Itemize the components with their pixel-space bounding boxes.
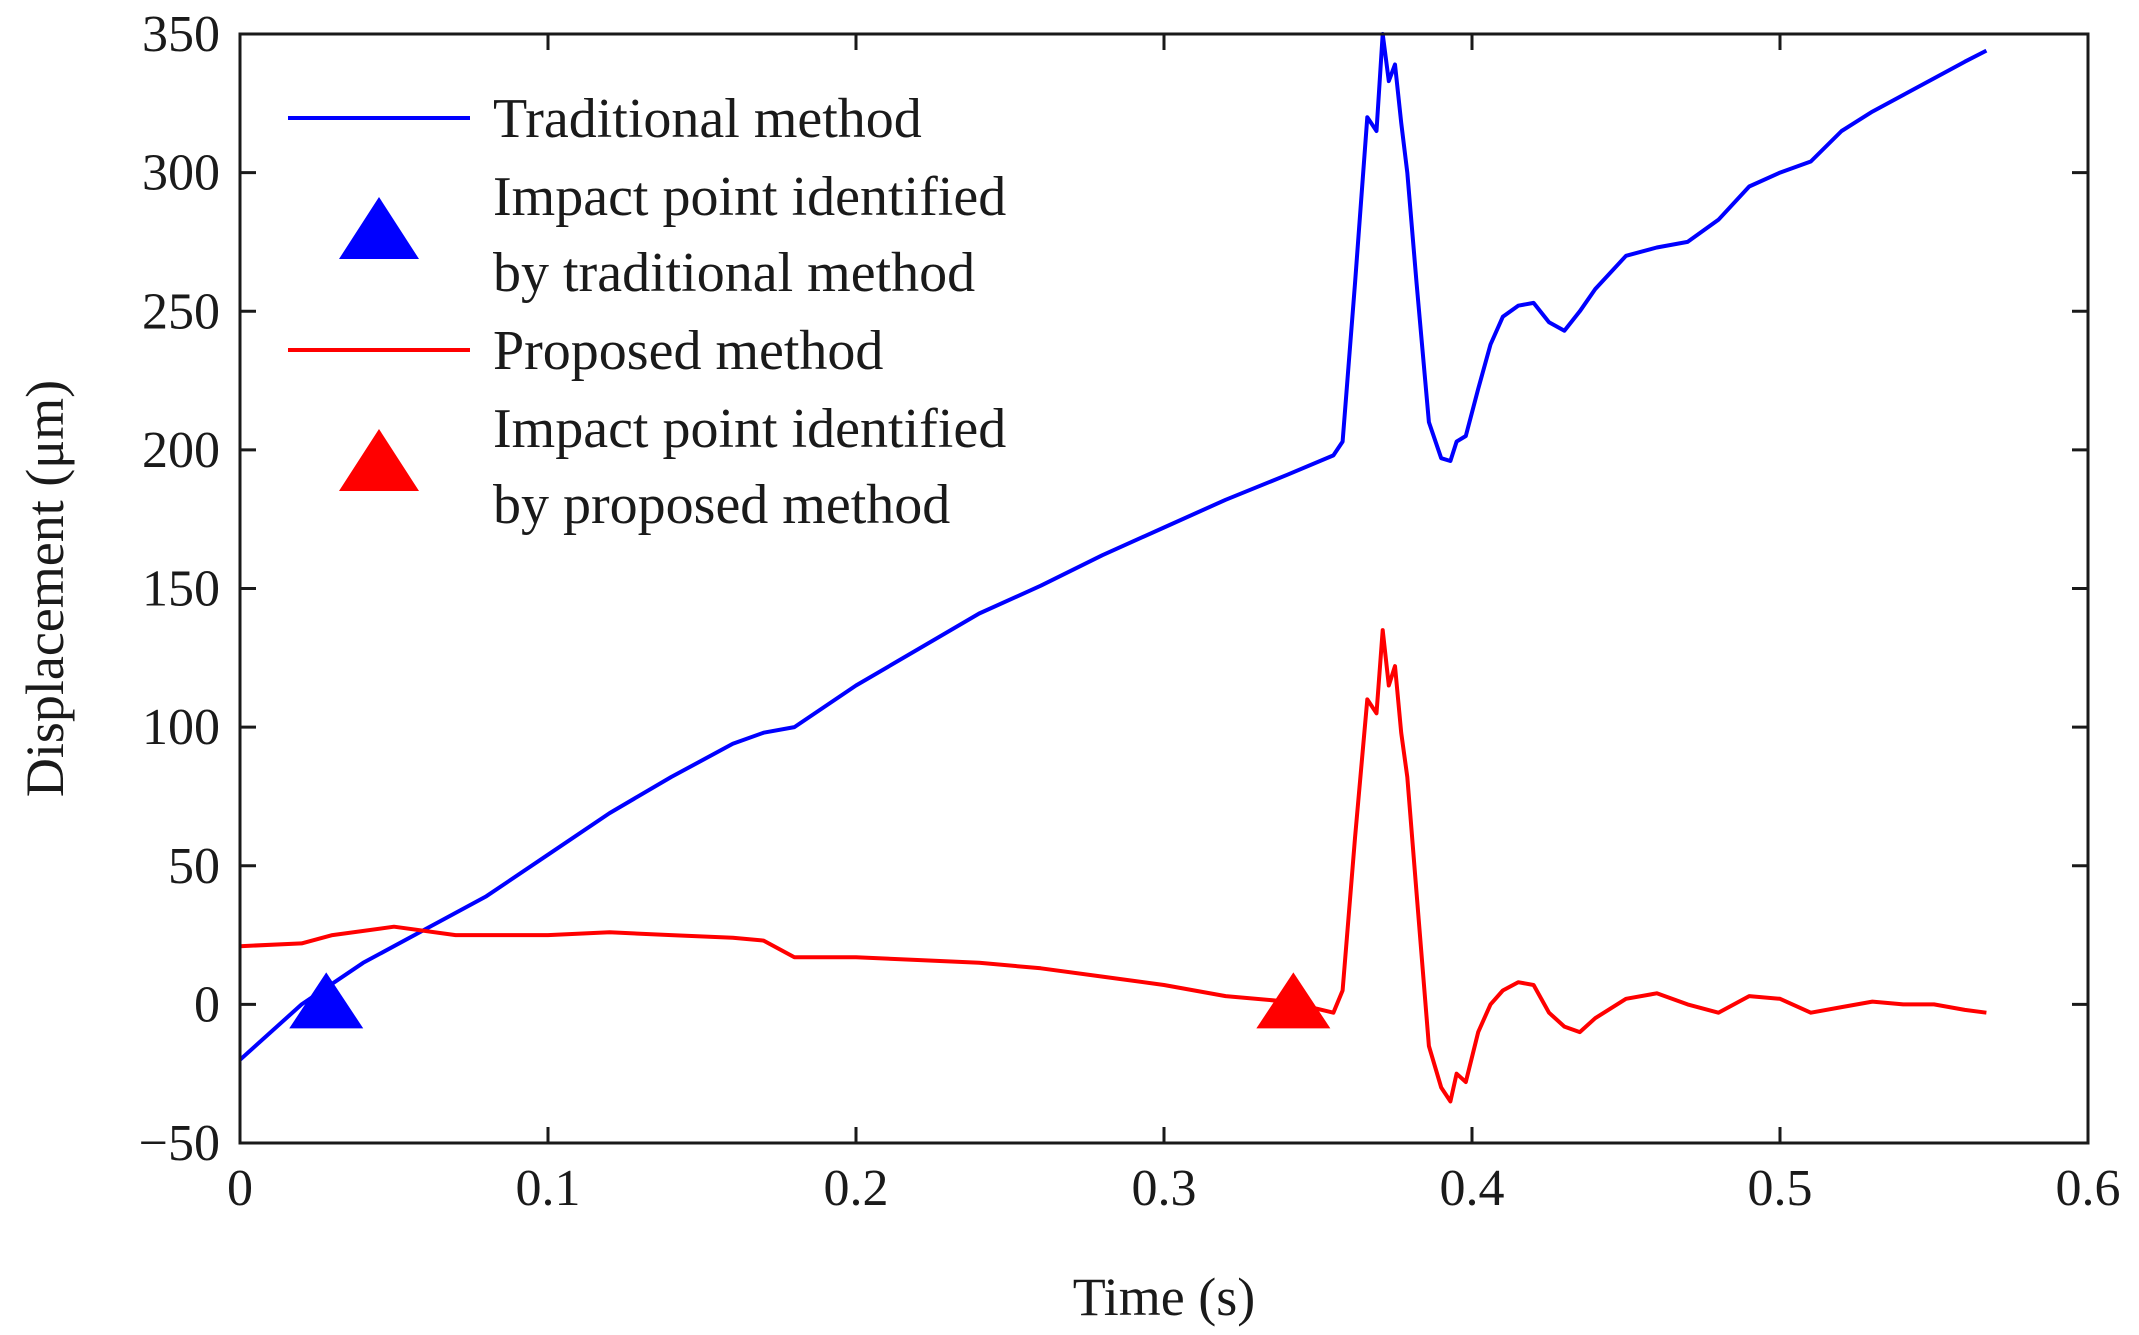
y-tick-label: 50	[168, 838, 220, 895]
legend-label: Traditional method	[493, 88, 922, 150]
x-tick-label: 0.1	[516, 1160, 581, 1217]
legend-triangle-swatch	[339, 429, 419, 491]
y-tick-label: 0	[194, 976, 220, 1033]
legend-label: Impact point identified	[493, 166, 1006, 228]
x-tick-label: 0.5	[1748, 1160, 1813, 1217]
series-line-traditional	[238, 32, 1988, 1062]
x-tick-label: 0.2	[824, 1160, 889, 1217]
legend-label: Impact point identified	[493, 398, 1006, 460]
legend: Traditional method Impact point identifie…	[288, 88, 1006, 536]
legend-label: by proposed method	[493, 474, 950, 536]
x-tick-label: 0	[227, 1160, 253, 1217]
y-tick-label: 200	[142, 422, 220, 479]
impact-marker-proposed	[1256, 972, 1331, 1029]
marker-layer	[289, 972, 1331, 1029]
y-tick-label: 150	[142, 561, 220, 618]
legend-triangle-swatch	[339, 197, 419, 259]
legend-label: Proposed method	[493, 320, 883, 382]
legend-label: by traditional method	[493, 242, 975, 304]
tick-layer: 0 0.1 0.2 0.3 0.4 0.5 0.6−50050100150200250300…	[139, 6, 2121, 1217]
y-tick-label: 350	[142, 6, 220, 63]
x-tick-label: 0.3	[1132, 1160, 1197, 1217]
y-axis-title: Displacement (μm)	[15, 380, 75, 797]
y-tick-label: 300	[142, 145, 220, 202]
y-tick-label: 250	[142, 283, 220, 340]
series-layer	[238, 32, 1988, 1104]
x-axis-title: Time (s)	[1073, 1267, 1256, 1327]
y-tick-label: −50	[139, 1115, 220, 1172]
impact-marker-traditional	[289, 972, 364, 1029]
x-tick-label: 0.6	[2056, 1160, 2121, 1217]
series-line-proposed	[239, 628, 1987, 1104]
x-tick-label: 0.4	[1440, 1160, 1505, 1217]
y-tick-label: 100	[142, 699, 220, 756]
